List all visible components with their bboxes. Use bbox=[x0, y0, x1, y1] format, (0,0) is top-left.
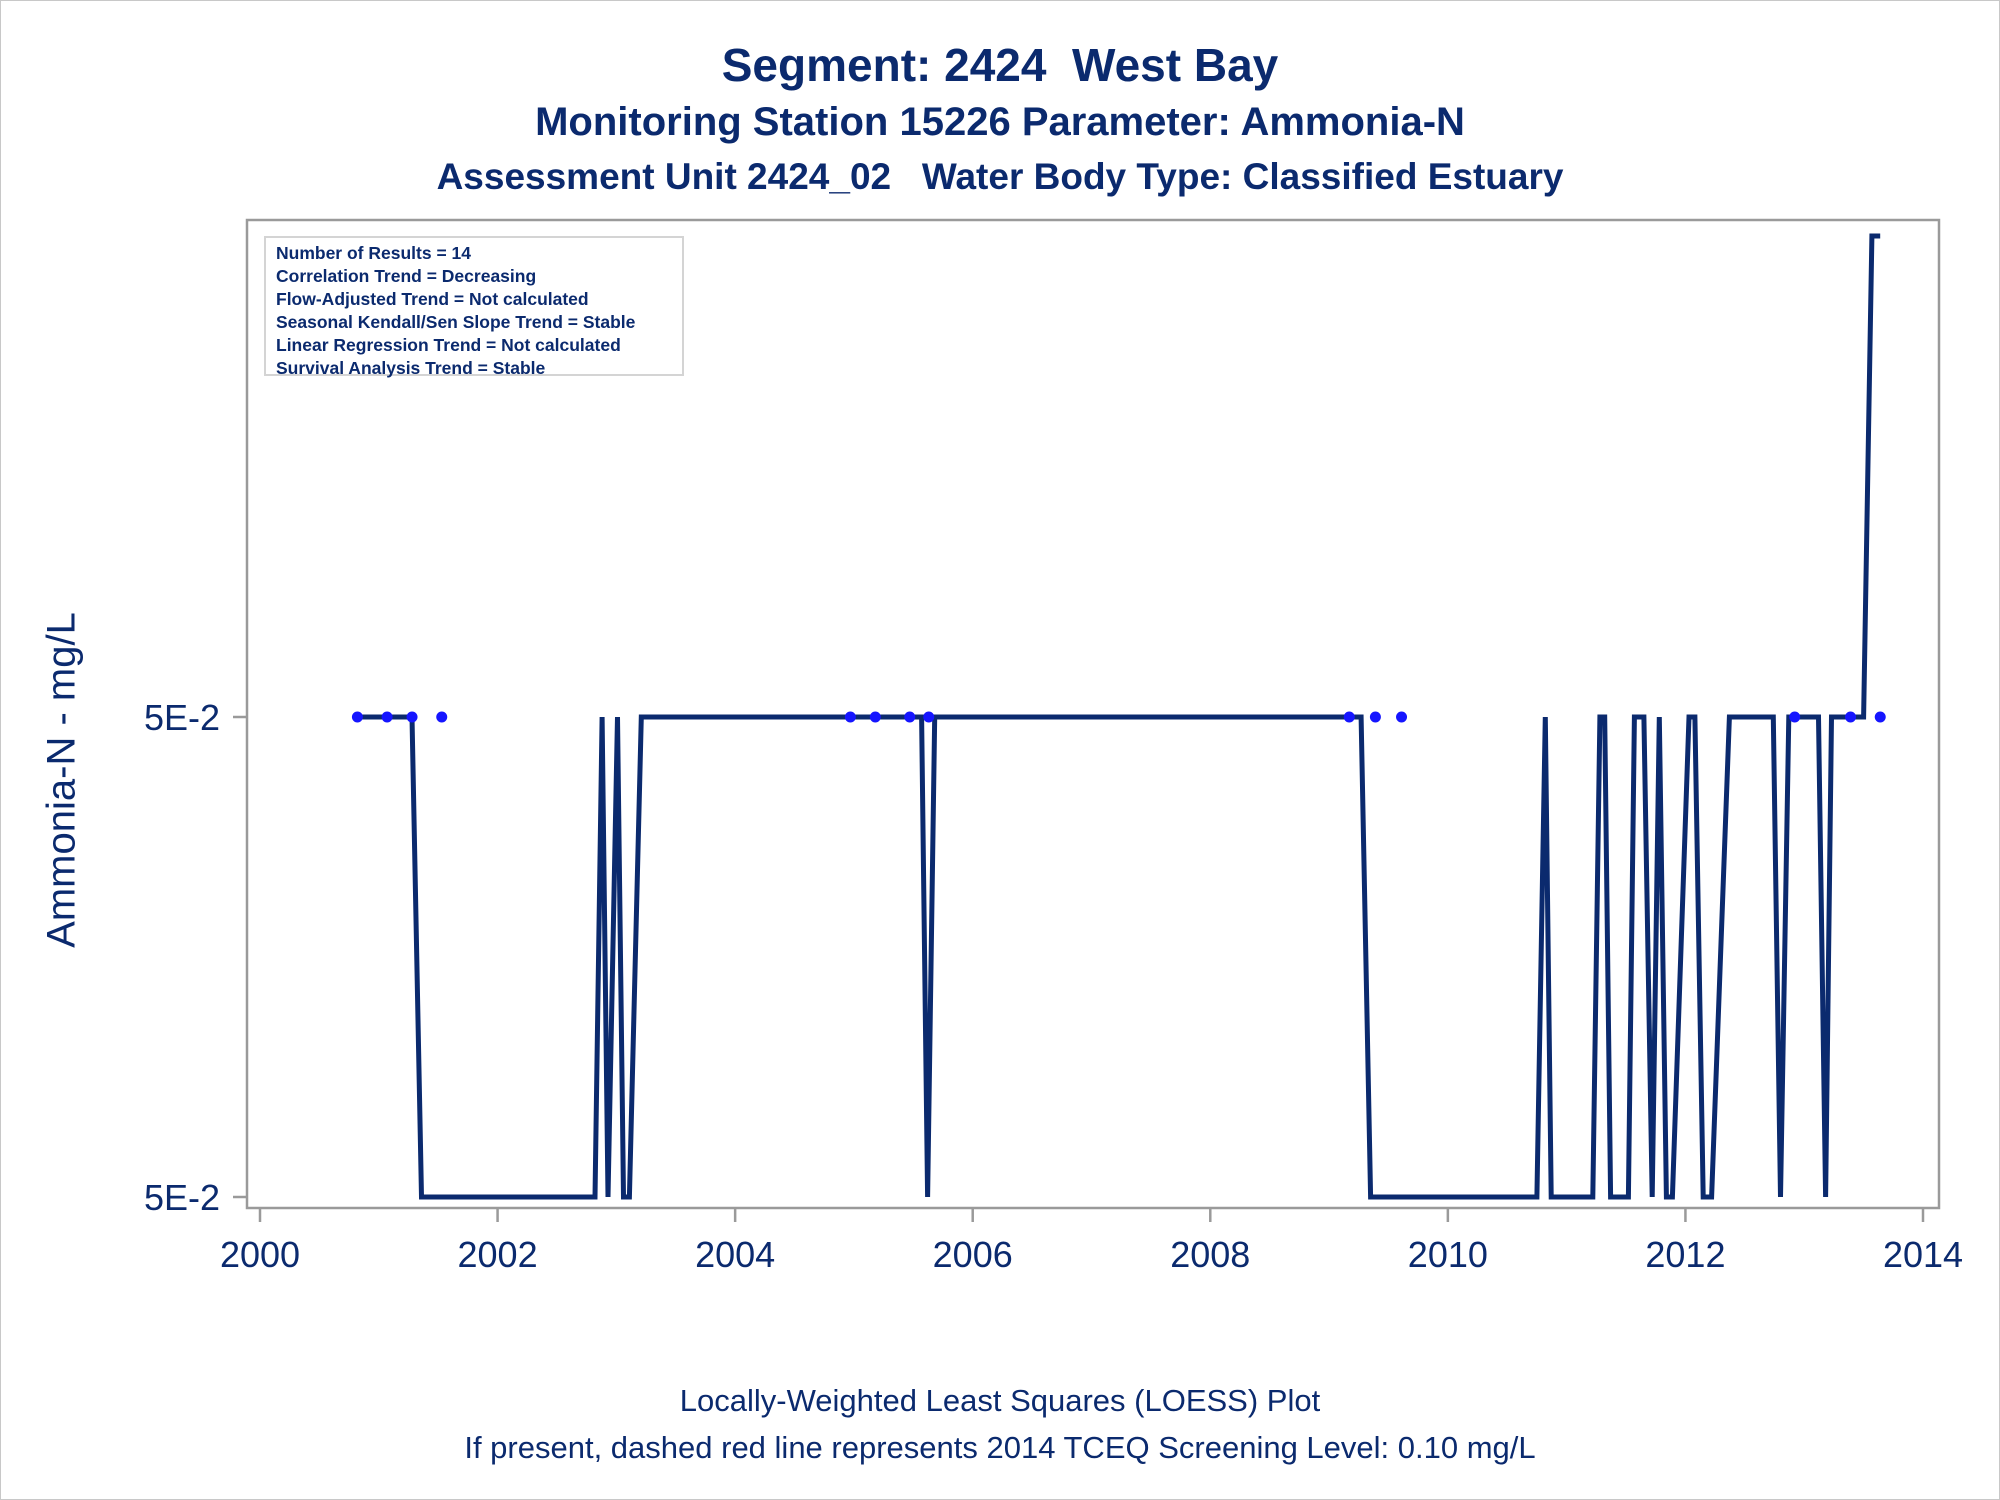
stat-flow-adjusted-trend: Flow-Adjusted Trend = Not calculated bbox=[276, 289, 589, 309]
data-point bbox=[381, 711, 393, 723]
x-tick-label: 2004 bbox=[695, 1234, 775, 1275]
loess-line bbox=[357, 233, 1881, 1200]
x-axis: 2000 2002 2004 2006 2008 2010 2012 2014 bbox=[220, 1208, 1963, 1275]
data-point bbox=[1845, 711, 1857, 723]
data-point bbox=[351, 711, 363, 723]
data-point bbox=[1874, 711, 1886, 723]
y-axis: 5E-2 5E-2 bbox=[144, 697, 247, 1218]
trend-stats-box: Number of Results = 14 Correlation Trend… bbox=[264, 236, 684, 378]
data-point bbox=[1789, 711, 1801, 723]
x-tick-label: 2000 bbox=[220, 1234, 300, 1275]
loess-line-layer bbox=[357, 233, 1881, 1200]
stat-linear-regression-trend: Linear Regression Trend = Not calculated bbox=[276, 335, 621, 355]
data-point bbox=[1343, 711, 1355, 723]
plot-area-border bbox=[245, 218, 1941, 1210]
x-tick-label: 2010 bbox=[1408, 1234, 1488, 1275]
x-tick-label: 2008 bbox=[1170, 1234, 1250, 1275]
x-tick-label: 2014 bbox=[1883, 1234, 1963, 1275]
data-point-layer bbox=[351, 711, 1886, 723]
data-point bbox=[1396, 711, 1408, 723]
footer-plot-description: Locally-Weighted Least Squares (LOESS) P… bbox=[679, 1383, 1321, 1418]
chart-subtitle: Monitoring Station 15226 Parameter: Ammo… bbox=[535, 100, 1465, 144]
data-point bbox=[406, 711, 418, 723]
data-point bbox=[1369, 711, 1381, 723]
data-point bbox=[436, 711, 448, 723]
y-tick-label: 5E-2 bbox=[144, 1177, 220, 1218]
stat-number-of-results: Number of Results = 14 bbox=[276, 243, 471, 263]
y-axis-label: Ammonia-N - mg/L bbox=[39, 612, 84, 948]
data-point bbox=[923, 711, 935, 723]
data-point bbox=[844, 711, 856, 723]
data-point bbox=[869, 711, 881, 723]
y-tick-label: 5E-2 bbox=[144, 697, 220, 738]
x-tick-label: 2002 bbox=[458, 1234, 538, 1275]
chart-subtitle-2: Assessment Unit 2424_02 Water Body Type:… bbox=[436, 156, 1564, 197]
x-tick-label: 2012 bbox=[1645, 1234, 1725, 1275]
footer-screening-note: If present, dashed red line represents 2… bbox=[464, 1430, 1536, 1465]
chart-title: Segment: 2424 West Bay bbox=[721, 39, 1279, 91]
stat-survival-analysis-trend: Survival Analysis Trend = Stable bbox=[276, 358, 546, 378]
stat-correlation-trend: Correlation Trend = Decreasing bbox=[276, 266, 537, 286]
x-tick-label: 2006 bbox=[933, 1234, 1013, 1275]
data-point bbox=[904, 711, 916, 723]
stat-seasonal-kendall-trend: Seasonal Kendall/Sen Slope Trend = Stabl… bbox=[276, 312, 636, 332]
